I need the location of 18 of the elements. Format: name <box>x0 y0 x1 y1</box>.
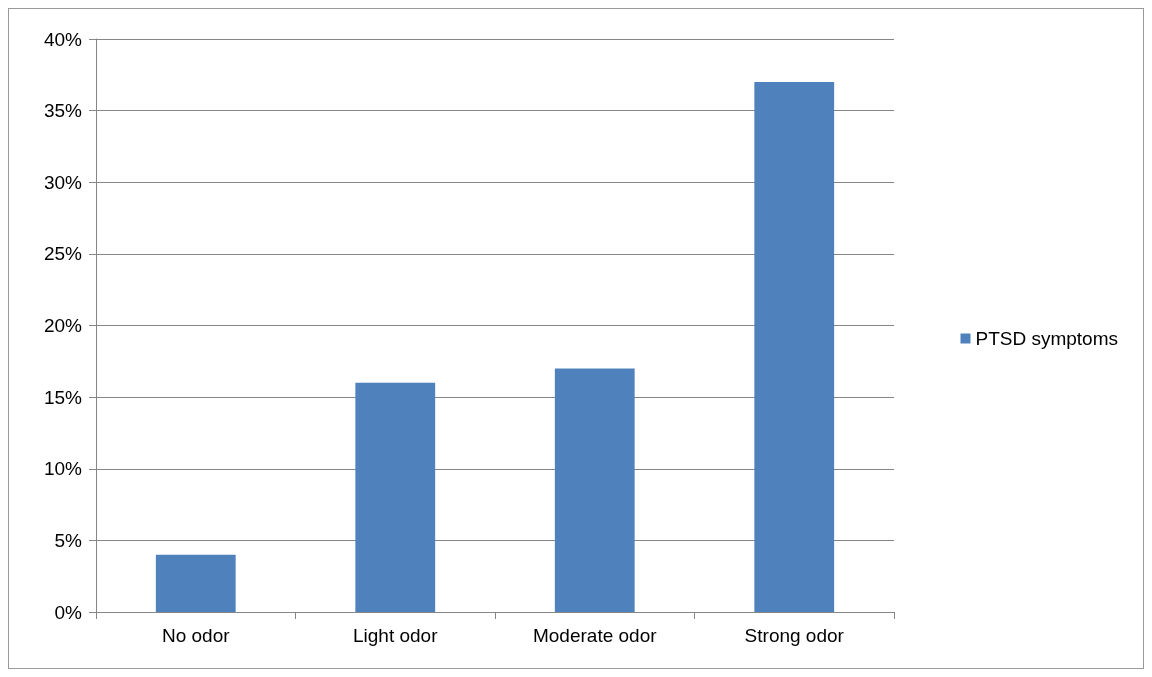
x-tick-label: Strong odor <box>744 625 845 646</box>
y-tick-label: 30% <box>43 171 83 193</box>
bar <box>754 81 835 612</box>
x-tick-label: Moderate odor <box>532 625 658 646</box>
y-tick-label: 15% <box>43 386 83 408</box>
x-tick-label: No odor <box>161 625 231 646</box>
y-tick-label: 25% <box>43 243 83 265</box>
bar <box>355 382 436 612</box>
y-tick-label: 10% <box>43 458 83 480</box>
y-tick-label: 0% <box>54 601 83 623</box>
y-tick-label: 40% <box>43 28 83 50</box>
bar <box>155 554 236 612</box>
bar <box>554 368 635 612</box>
x-tick-label: Light odor <box>352 625 439 646</box>
y-tick-label: 5% <box>54 529 83 551</box>
y-tick-label: 20% <box>43 315 83 336</box>
y-tick-label: 35% <box>43 100 83 122</box>
legend-label: PTSD symptoms <box>975 328 1119 349</box>
